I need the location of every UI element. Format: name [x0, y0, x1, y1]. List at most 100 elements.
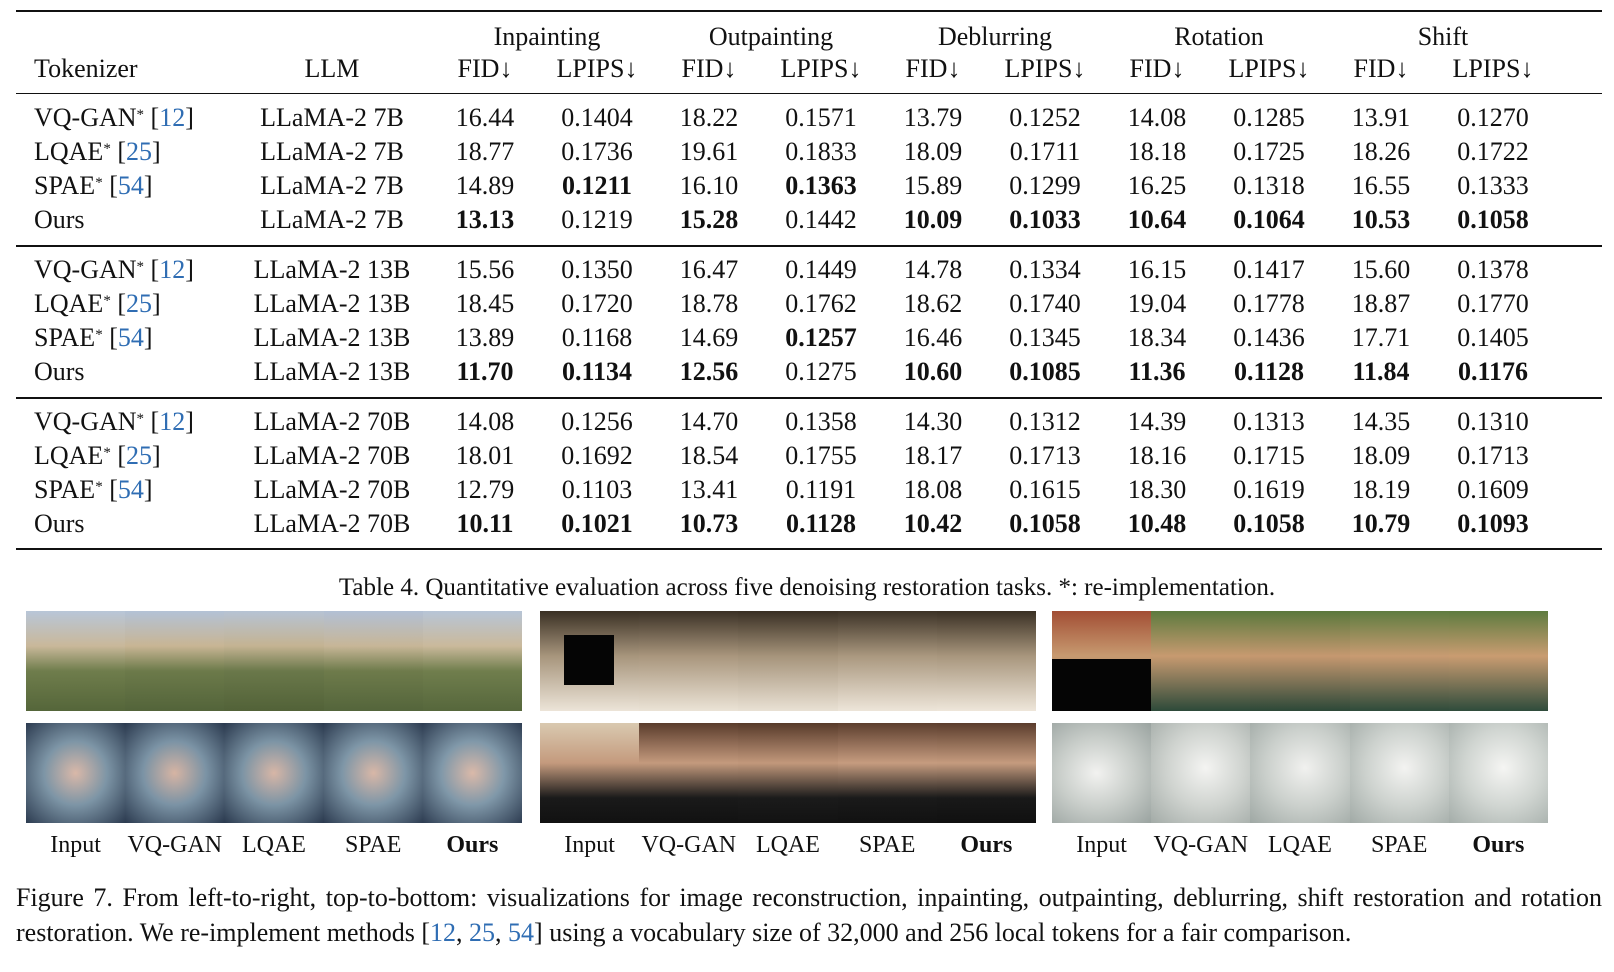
lpips-value: 0.1449 [785, 255, 857, 284]
fid-value: 10.60 [903, 357, 963, 386]
caption-cite-link[interactable]: 54 [508, 918, 535, 947]
fid-value: 14.70 [679, 407, 739, 436]
image-column-label: LQAE [755, 832, 820, 858]
lpips-value: 0.1619 [1233, 475, 1305, 504]
reimplementation-marker: * [95, 175, 103, 191]
image-column-label: VQ-GAN [127, 832, 223, 858]
citation-link[interactable]: 12 [159, 103, 186, 132]
caption-cite-link[interactable]: 12 [430, 918, 457, 947]
header-llm: LLM [304, 54, 360, 83]
method-name: Ours [34, 509, 85, 538]
lpips-value: 0.1275 [785, 357, 857, 386]
fid-value: 10.53 [1351, 205, 1411, 234]
llm-cell: LLaMA-2 13B [253, 255, 411, 284]
fid-value: 13.91 [1351, 103, 1411, 132]
fid-value: 11.70 [456, 357, 514, 386]
lpips-value: 0.1770 [1457, 289, 1529, 318]
image-strip-inpainting [540, 611, 1036, 711]
fid-value: 13.79 [903, 103, 963, 132]
header-fid: FID↓ [905, 54, 961, 83]
method-name: LQAE [34, 137, 104, 166]
lpips-value: 0.1252 [1009, 103, 1081, 132]
header-lpips: LPIPS↓ [1228, 54, 1310, 83]
lpips-value: 0.1093 [1457, 509, 1529, 538]
lpips-value: 0.1442 [785, 205, 857, 234]
lpips-value: 0.1345 [1009, 323, 1081, 352]
lpips-value: 0.1334 [1009, 255, 1081, 284]
lpips-value: 0.1378 [1457, 255, 1529, 284]
fid-value: 10.79 [1351, 509, 1411, 538]
fid-value: 15.28 [679, 205, 739, 234]
fid-value: 18.09 [1351, 441, 1411, 470]
fid-value: 13.41 [679, 475, 739, 504]
method-name: LQAE [34, 289, 104, 318]
image-column-label: SPAE [858, 832, 916, 858]
citation-link[interactable]: 25 [126, 289, 152, 318]
method-name: VQ-GAN [34, 103, 137, 132]
thumb-input [26, 723, 126, 823]
caption-separator: , [456, 918, 470, 947]
llm-cell: LLaMA-2 13B [253, 357, 411, 386]
method-cell: LQAE* [25] [34, 441, 161, 470]
thumb-ours [1448, 723, 1548, 823]
method-name: VQ-GAN [34, 407, 137, 436]
lpips-value: 0.1713 [1457, 441, 1529, 470]
method-name: VQ-GAN [34, 255, 137, 284]
thumb-lqae [224, 723, 324, 823]
citation-link[interactable]: 25 [126, 441, 152, 470]
citation-link[interactable]: 12 [159, 255, 186, 284]
lpips-value: 0.1211 [561, 171, 633, 200]
group-rule [16, 245, 1602, 247]
lpips-value: 0.1711 [1009, 137, 1081, 166]
reimplementation-marker: * [136, 107, 145, 123]
fid-value: 10.48 [1127, 509, 1187, 538]
header-lpips: LPIPS↓ [780, 54, 862, 83]
lpips-value: 0.1333 [1457, 171, 1529, 200]
image-column-label: VQ-GAN [641, 832, 737, 858]
lpips-value: 0.1692 [561, 441, 633, 470]
lpips-value: 0.1257 [785, 323, 857, 352]
fid-value: 12.79 [455, 475, 515, 504]
citation-link[interactable]: 25 [126, 137, 152, 166]
thumb-input [540, 611, 640, 711]
method-cell: VQ-GAN* [12] [34, 407, 194, 436]
llm-cell: LLaMA-2 7B [260, 205, 404, 234]
table-caption: Table 4. Quantitative evaluation across … [338, 574, 1276, 601]
thumb-vqgan [1151, 611, 1251, 711]
image-column-label: Ours [1472, 832, 1525, 858]
caption-text-2: ] using a vocabulary size of 32,000 and … [534, 918, 1352, 947]
fid-value: 18.17 [903, 441, 963, 470]
lpips-value: 0.1310 [1457, 407, 1529, 436]
method-cell: Ours [34, 355, 85, 389]
mask-region [1052, 659, 1152, 711]
fid-value: 10.42 [903, 509, 963, 538]
lpips-value: 0.1058 [1457, 205, 1529, 234]
fid-value: 16.25 [1127, 171, 1187, 200]
citation-link[interactable]: 54 [117, 171, 144, 200]
fid-value: 18.09 [903, 137, 963, 166]
fid-value: 14.08 [1127, 103, 1187, 132]
lpips-value: 0.1128 [785, 509, 857, 538]
method-cell: VQ-GAN* [12] [34, 255, 194, 284]
image-strip-deblurring [26, 723, 522, 823]
lpips-value: 0.1270 [1457, 103, 1529, 132]
fid-value: 18.87 [1351, 289, 1411, 318]
thumb-spae [323, 723, 423, 823]
table-top-rule [16, 10, 1602, 12]
citation-link[interactable]: 54 [117, 323, 144, 352]
lpips-value: 0.1313 [1233, 407, 1305, 436]
lpips-value: 0.1833 [785, 137, 857, 166]
reimplementation-marker: * [103, 293, 111, 309]
thumb-ours [936, 611, 1036, 711]
citation-link[interactable]: 54 [117, 475, 144, 504]
caption-cite-link[interactable]: 25 [469, 918, 496, 947]
image-column-label: Input [1076, 832, 1127, 858]
llm-cell: LLaMA-2 13B [253, 289, 411, 318]
method-name: Ours [34, 357, 85, 386]
lpips-value: 0.1256 [561, 407, 633, 436]
fid-value: 18.54 [679, 441, 739, 470]
citation-link[interactable]: 12 [159, 407, 186, 436]
method-cell: SPAE* [54] [34, 475, 153, 504]
reimplementation-marker: * [136, 259, 145, 275]
image-strip-shift [540, 723, 1036, 823]
